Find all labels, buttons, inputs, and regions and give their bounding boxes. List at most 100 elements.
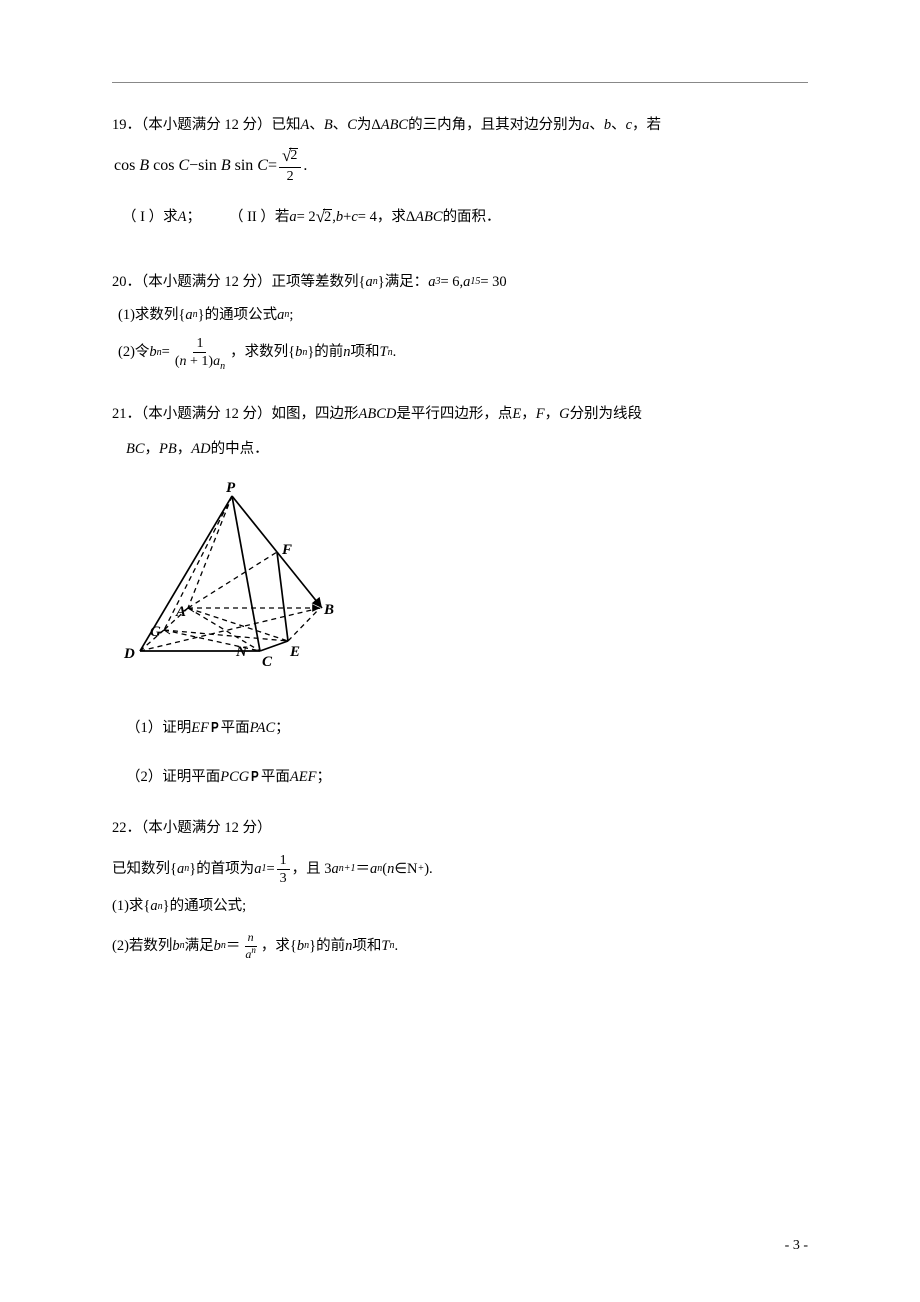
q19-B: B <box>324 111 333 140</box>
q22-s2-bn2: b <box>214 932 221 961</box>
q22-an: a <box>177 855 184 884</box>
page-number: - 3 - <box>785 1238 808 1254</box>
q20-fd-p1: + 1) <box>187 354 214 369</box>
q20-s2-seq-close: } <box>307 338 314 367</box>
q21-G: G <box>559 400 569 429</box>
q22-s1-tail: 的通项公式; <box>170 892 247 921</box>
q20-seq-close: } <box>378 268 385 297</box>
q20-s2-n: n <box>343 338 350 367</box>
q20-fd-n: n <box>180 354 187 369</box>
q20-an: a <box>365 268 372 297</box>
q21-p2-plane: 平面 <box>261 763 290 792</box>
q20-s1-mid: 的通项公式 <box>205 301 278 330</box>
q19-frac: √2 2 <box>279 148 301 185</box>
q19-sin2: sin <box>235 150 254 182</box>
q19-p2-tail: 的面积． <box>443 203 501 232</box>
q19-p2-a: a <box>289 203 296 232</box>
q22-frac-num: 1 <box>277 853 290 870</box>
problem-20: 20．（本小题满分 12 分）正项等差数列 { an } 满足： a3 = 6,… <box>112 268 808 378</box>
q22-tail: . <box>429 855 433 884</box>
q20-bn: b <box>149 338 156 367</box>
q19-mid1: 为 <box>357 111 372 140</box>
svg-text:E: E <box>289 644 300 660</box>
q21-c2: ， <box>545 400 560 429</box>
q20-s1-seq-open: { <box>178 301 185 330</box>
q19-fB1: B <box>139 150 149 182</box>
q19-p2-plus: + <box>343 203 351 232</box>
svg-text:B: B <box>323 602 334 618</box>
q19-formula: cos B cos C − sin B sin C = √2 2 . <box>112 148 307 185</box>
q19-tail: ，若 <box>632 111 661 140</box>
q22-s2-seq-close: } <box>309 932 316 961</box>
q20-s2-mid2: 的前 <box>314 338 343 367</box>
q20-s2-mid: ，求数列 <box>230 338 288 367</box>
q21-p2-PCG: PCG <box>220 763 249 792</box>
q20-s2-Tn: T <box>380 338 388 367</box>
q22-s2-frac: n an <box>242 931 259 960</box>
q19-delta-abc: ΔABC <box>371 111 408 140</box>
q21-p1-parallel: P <box>211 714 219 743</box>
q22-n-in: n <box>387 855 394 884</box>
q20-s2-tail: . <box>393 338 397 367</box>
q22-s2-eq: ＝ <box>226 932 241 961</box>
q20-frac: 1 (n + 1)an <box>172 336 228 370</box>
q20-s1-an2: a <box>277 301 284 330</box>
q20-a15: a <box>463 268 470 297</box>
q22-s2-seq-open: { <box>290 932 297 961</box>
q19-p1-semi: ； <box>186 203 201 232</box>
q21-p2-tail: ； <box>317 763 332 792</box>
q22-mid2: ，且 3 <box>292 855 332 884</box>
q20-s2-eq: = <box>162 338 170 367</box>
q20-seq-open: { <box>359 268 366 297</box>
q20-s2-pre: (2)令 <box>118 338 149 367</box>
q22-mid1: 的首项为 <box>196 855 254 884</box>
q19-p1-A: A <box>178 203 187 232</box>
q19-p2-b: b <box>336 203 343 232</box>
q19-a: a <box>582 111 589 140</box>
q20-s1-pre: (1)求数列 <box>118 301 178 330</box>
q19-p2-eq1: = 2 <box>297 203 316 232</box>
problem-22: 22．（本小题满分 12 分） 已知数列 { an } 的首项为 a1 = 1 … <box>112 814 808 961</box>
q21-p1-EF: EF <box>191 714 209 743</box>
q19-mid2: 的三内角，且其对边分别为 <box>408 111 582 140</box>
q21-p1-plane: 平面 <box>221 714 250 743</box>
q22-s1-an: a <box>150 892 157 921</box>
q19-cos2: cos <box>153 150 174 182</box>
q19-dun2: 、 <box>333 111 348 140</box>
q19-fB2: B <box>221 150 231 182</box>
q22-s2-tail: . <box>394 932 398 961</box>
q21-p1-PAC: PAC <box>250 714 276 743</box>
q21-mid1: 是平行四边形，点 <box>396 400 512 429</box>
q21-PB: PB <box>159 435 177 464</box>
q19-dun4: 、 <box>611 111 626 140</box>
q22-inset: ∈N <box>394 855 417 884</box>
q22-frac: 1 3 <box>277 853 290 887</box>
q21-AD: AD <box>191 435 210 464</box>
q19-p1-label: （ I ）求 <box>122 203 178 232</box>
q21-p2-pre: （2）证明平面 <box>126 763 220 792</box>
q22-s1-seq-close: } <box>163 892 170 921</box>
q22-s2-mid1: 满足 <box>185 932 214 961</box>
q21-ABCD: ABCD <box>359 400 397 429</box>
q22-s2-mid2: ，求 <box>261 932 290 961</box>
q21-p2-AEF: AEF <box>290 763 317 792</box>
q20-header: 20．（本小题满分 12 分）正项等差数列 <box>112 268 359 297</box>
q20-s1-tail: ; <box>289 301 293 330</box>
q21-c1: ， <box>521 400 536 429</box>
q20-fd-asub: n <box>220 361 225 372</box>
q20-frac-num: 1 <box>193 336 206 353</box>
q21-p2-parallel: P <box>251 763 259 792</box>
q21-BC: BC <box>126 435 145 464</box>
q19-b: b <box>604 111 611 140</box>
q21-p1-tail: ； <box>275 714 290 743</box>
q19-sin1: sin <box>198 150 217 182</box>
q21-diagram: D G A P F B E C N <box>120 476 808 682</box>
q20-s1-an: a <box>185 301 192 330</box>
q22-s1-seq-open: { <box>143 892 150 921</box>
svg-text:A: A <box>175 604 186 620</box>
q22-frac-den: 3 <box>277 870 290 886</box>
q21-c4: ， <box>177 435 192 464</box>
q20-mid: 满足： <box>385 268 429 297</box>
problem-21: 21．（本小题满分 12 分）如图，四边形 ABCD 是平行四边形，点 E ， … <box>112 400 808 792</box>
q22-an1: a <box>332 855 339 884</box>
